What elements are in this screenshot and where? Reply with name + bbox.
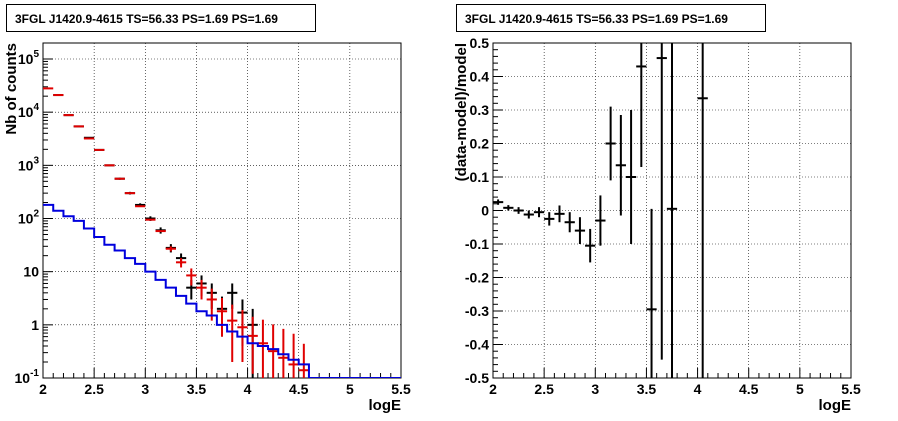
y-tick-label: -0.2	[465, 270, 489, 286]
x-axis-label: logE	[819, 397, 852, 414]
data-point	[175, 258, 187, 268]
y-tick-label-base: 10	[18, 157, 34, 173]
data-point	[503, 205, 514, 211]
y-tick-label: 0.5	[470, 35, 490, 51]
data-point	[646, 208, 657, 378]
x-tick-label: 2	[489, 381, 497, 397]
y-tick-label: 0	[481, 203, 489, 219]
x-axis-label: logE	[369, 397, 402, 414]
y-axis-label: Nb of counts	[3, 43, 20, 135]
data-point	[636, 43, 647, 167]
left-chart-panel: 2 2.5 3 3.5 4 4.5 5 5.510-1110102103104105logEN…	[3, 42, 411, 414]
data-point	[523, 210, 534, 219]
x-tick-label: 3	[591, 381, 599, 397]
y-tick-label: 1	[31, 317, 39, 333]
data-point	[595, 195, 606, 246]
y-tick-label: 0.3	[470, 102, 490, 118]
x-tick-label: 3.5	[187, 381, 207, 397]
data-point	[227, 304, 238, 362]
data-point	[625, 110, 637, 244]
x-tick-label: 4	[694, 381, 702, 397]
model-step-line	[43, 203, 401, 378]
data-point	[615, 115, 626, 216]
data-point	[533, 207, 545, 218]
y-tick-label-exponent: 3	[33, 155, 39, 166]
y-axis-label: (data-model)/model	[453, 43, 470, 181]
series-group	[493, 43, 708, 378]
series-group	[43, 87, 401, 378]
y-tick-label: 10-1	[15, 368, 40, 386]
right-chart-title: 3FGL J1420.9-4615 TS=56.33 PS=1.69 PS=1.…	[456, 4, 766, 32]
x-tick-label: 2	[39, 381, 47, 397]
y-tick-label: -0.1	[465, 236, 489, 252]
data-point	[666, 43, 678, 378]
x-tick-label: 3.5	[637, 381, 657, 397]
y-tick-label: 10	[23, 264, 39, 280]
y-tick-label: 102	[18, 209, 40, 227]
y-tick-label: 104	[18, 102, 40, 120]
right-chart-panel: 2 2.5 3 3.5 4 4.5 5 5.5 -0.5 -0.4 -0.3 -0.2 -0.1 0 0.1…	[453, 35, 861, 414]
data-point	[288, 333, 299, 378]
data-point	[605, 106, 616, 181]
data-point	[298, 343, 309, 378]
data-point	[227, 283, 238, 309]
y-tick-label-base: 1	[31, 317, 39, 333]
y-tick-label: 0.2	[470, 136, 490, 152]
data-point	[564, 212, 575, 233]
y-tick-label: 105	[18, 49, 40, 67]
y-tick-label: 103	[18, 155, 40, 173]
x-tick-label: 4.5	[739, 381, 759, 397]
x-tick-label: 2.5	[534, 381, 554, 397]
y-tick-label-base: 10	[18, 211, 34, 227]
x-tick-label: 5	[796, 381, 804, 397]
y-tick-label-base: 10	[18, 51, 34, 67]
y-tick-label: 0.4	[470, 69, 490, 85]
x-tick-label: 2.5	[84, 381, 104, 397]
data-point	[247, 316, 258, 374]
plot-frame	[42, 42, 402, 379]
y-tick-label: -0.3	[465, 303, 489, 319]
data-point	[186, 268, 197, 286]
y-tick-label: -0.4	[465, 337, 489, 353]
x-tick-label: 4.5	[289, 381, 309, 397]
y-tick-label: -0.5	[465, 370, 489, 386]
x-tick-label: 5.5	[841, 381, 861, 397]
data-point	[513, 207, 524, 214]
y-tick-label-exponent: 4	[33, 102, 39, 113]
x-tick-label: 5.5	[391, 381, 411, 397]
data-point	[574, 217, 586, 244]
data-point	[268, 324, 279, 378]
data-point	[656, 43, 667, 360]
y-tick-label: 0.1	[470, 169, 490, 185]
data-point	[165, 246, 176, 252]
y-tick-label-base: 10	[23, 264, 39, 280]
data-point	[196, 279, 207, 300]
x-tick-label: 3	[141, 381, 149, 397]
data-point	[697, 43, 708, 378]
y-tick-label-exponent: 2	[33, 209, 39, 220]
data-point	[493, 199, 504, 205]
y-tick-label-exponent: 5	[33, 49, 39, 60]
left-chart-title: 3FGL J1420.9-4615 TS=56.33 PS=1.69 PS=1.…	[6, 4, 316, 32]
y-tick-label-base: 10	[15, 370, 31, 386]
y-tick-label-base: 10	[18, 104, 34, 120]
data-point	[585, 228, 596, 263]
data-point	[216, 297, 228, 337]
x-tick-label: 5	[346, 381, 354, 397]
x-tick-label: 4	[244, 381, 252, 397]
data-point	[544, 212, 555, 226]
y-tick-label-exponent: -1	[30, 368, 39, 379]
data-point	[554, 205, 565, 223]
data-point	[257, 319, 269, 378]
